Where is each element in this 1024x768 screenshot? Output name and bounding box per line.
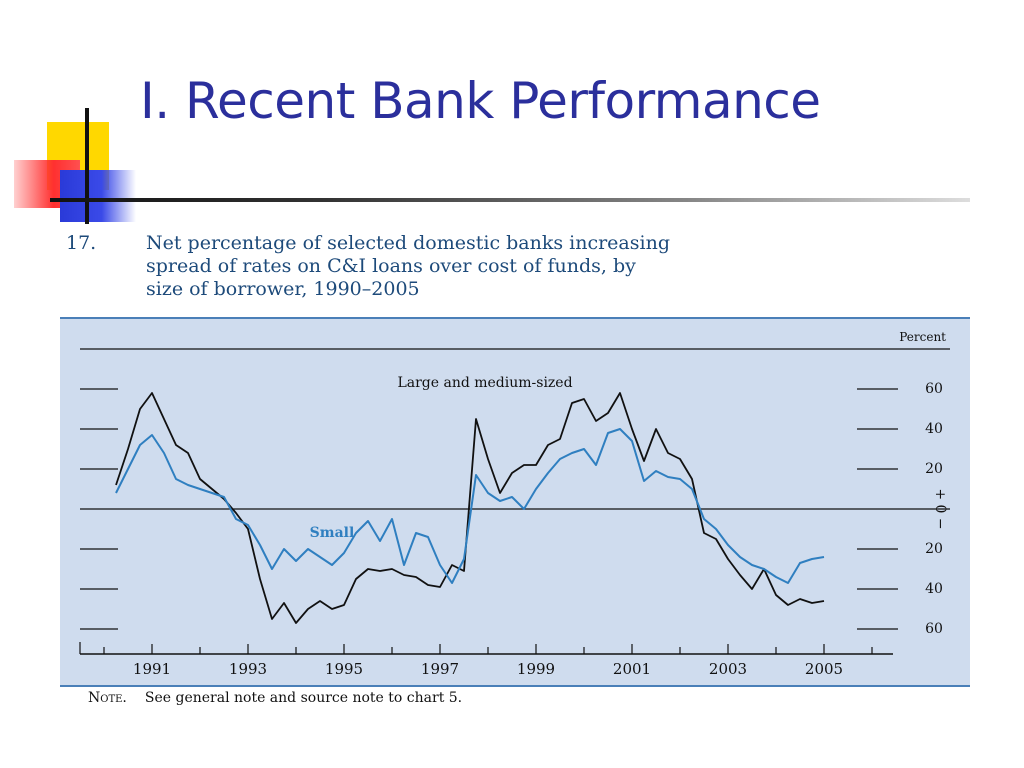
series-line-small: [115, 428, 825, 584]
x-tick-label: 1997: [421, 660, 459, 678]
y-tick-label: 40: [925, 421, 943, 437]
series-line-large-medium: [115, 392, 825, 624]
x-tick-label: 1999: [517, 660, 555, 678]
decorative-blue-bar: [60, 170, 136, 222]
x-tick-label: 2001: [613, 660, 651, 678]
unit-label: Percent: [899, 330, 946, 344]
figure-title-line-2: spread of rates on C&I loans over cost o…: [146, 255, 636, 277]
title-underline: [50, 198, 970, 202]
y-tick-label: 60: [925, 621, 943, 637]
series-label-small: Small: [310, 525, 355, 541]
x-tick-label: 1995: [325, 660, 363, 678]
x-tick-label: 2003: [709, 660, 747, 678]
figure-title: Net percentage of selected domestic bank…: [146, 232, 946, 301]
line-chart: Percent 60 40 20 + 0 − 20 40 60 1991 1993 1995 1997…: [79, 330, 950, 678]
x-tick-label: 1991: [133, 660, 171, 678]
chart-panel: Percent 60 40 20 + 0 − 20 40 60 1991 1993 1995 1997…: [60, 317, 970, 687]
y-tick-label: 20: [925, 541, 943, 557]
decorative-vertical-line: [85, 108, 89, 224]
series-label-large-medium: Large and medium-sized: [397, 375, 572, 391]
x-tick-label: 1993: [229, 660, 267, 678]
x-tick-label: 2005: [805, 660, 843, 678]
note-label: Note.: [88, 690, 127, 706]
y-tick-label: 20: [925, 461, 943, 477]
figure-title-line-3: size of borrower, 1990–2005: [146, 278, 420, 300]
y-tick-label: 40: [925, 581, 943, 597]
figure-number: 17.: [66, 232, 97, 254]
y-tick-label: + 0 −: [932, 488, 948, 529]
y-tick-label: 60: [925, 381, 943, 397]
figure-title-line-1: Net percentage of selected domestic bank…: [146, 232, 670, 254]
figure-note: Note. See general note and source note to…: [88, 690, 462, 706]
slide-title: I. Recent Bank Performance: [140, 72, 821, 130]
note-text: See general note and source note to char…: [144, 690, 463, 706]
